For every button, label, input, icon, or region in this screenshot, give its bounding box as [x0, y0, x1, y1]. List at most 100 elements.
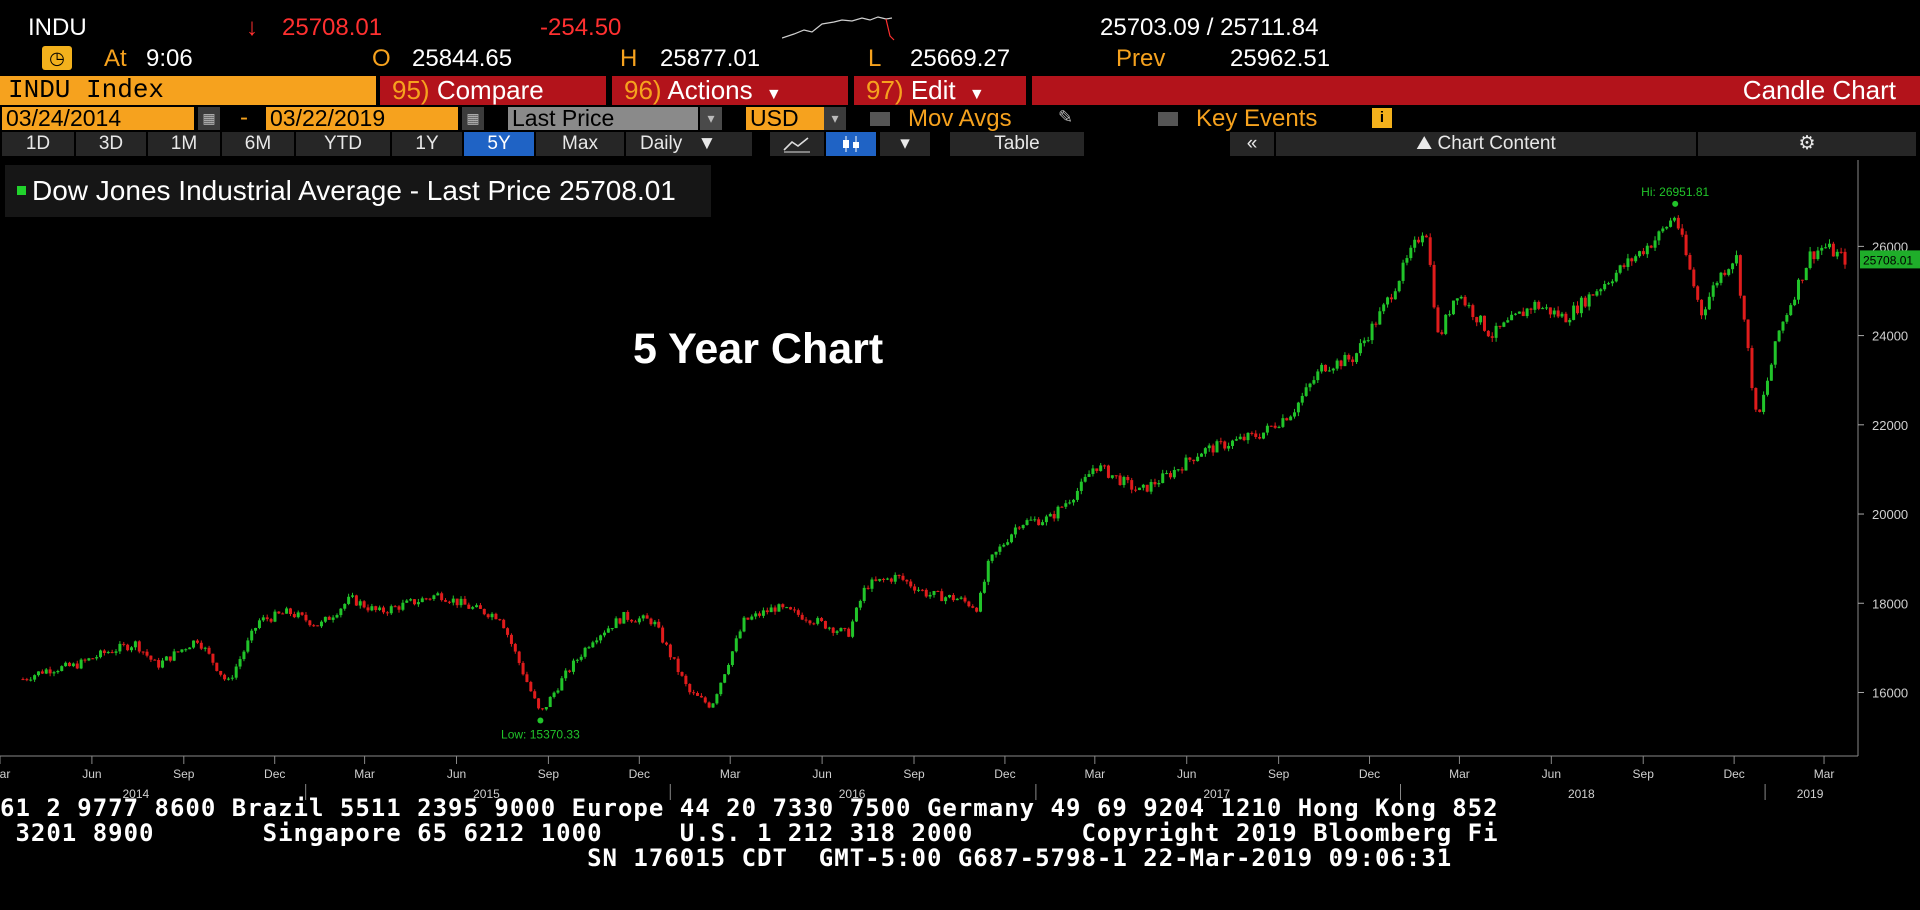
candle-body: [393, 606, 397, 608]
period-button-1m[interactable]: 1M: [148, 132, 220, 156]
candle-body: [835, 631, 839, 633]
mov-avgs-checkbox[interactable]: [870, 112, 890, 126]
chart-legend[interactable]: Dow Jones Industrial Average - Last Pric…: [5, 165, 711, 217]
key-events-checkbox[interactable]: [1158, 112, 1178, 126]
year-label: 2014: [123, 787, 150, 800]
candle-body: [723, 674, 727, 683]
candle-body: [366, 607, 370, 611]
candle-body: [889, 578, 893, 582]
period-button-1d[interactable]: 1D: [2, 132, 74, 156]
candle-body: [599, 635, 603, 641]
pencil-icon[interactable]: ✎: [1058, 107, 1074, 127]
divider: [848, 76, 854, 105]
candle-body: [347, 596, 351, 604]
field-select[interactable]: Last Price: [508, 107, 698, 130]
x-tick-label: Sep: [173, 767, 195, 781]
line-chart-icon[interactable]: [770, 132, 824, 156]
period-button-3d[interactable]: 3D: [76, 132, 146, 156]
compare-number: 95): [392, 75, 430, 105]
legend-swatch: [17, 186, 26, 196]
candle-body: [1087, 474, 1091, 477]
candle-body: [300, 612, 304, 615]
candle-body: [281, 613, 285, 615]
candle-chart-icon[interactable]: [826, 132, 876, 156]
candle-body: [537, 698, 541, 709]
candle-body: [951, 595, 955, 601]
candle-body: [1041, 522, 1045, 526]
year-label: 2018: [1568, 787, 1595, 800]
candle-body: [67, 662, 71, 667]
candle-body: [1118, 475, 1122, 486]
security-field[interactable]: INDU Index: [0, 76, 376, 105]
x-tick-label: Jun: [812, 767, 831, 781]
candle-body: [1044, 516, 1048, 523]
chevron-down-icon[interactable]: ▾: [700, 107, 722, 130]
double-chevron-left-icon[interactable]: «: [1230, 132, 1274, 156]
mov-avgs-label[interactable]: Mov Avgs: [908, 105, 1012, 132]
candle-body: [979, 592, 983, 612]
actions-button[interactable]: 96) Actions ▼: [612, 76, 848, 105]
candle-body: [1630, 258, 1634, 262]
candle-body: [1192, 459, 1196, 462]
candle-body: [1711, 285, 1715, 297]
year-label: 2019: [1797, 787, 1824, 800]
compare-button[interactable]: 95) Compare: [380, 76, 606, 105]
candle-body: [385, 612, 389, 614]
gear-icon[interactable]: ⚙: [1698, 132, 1916, 156]
chevron-down-icon[interactable]: ▾: [880, 132, 930, 156]
candle-body: [843, 628, 847, 630]
end-date-field[interactable]: 03/22/2019: [266, 107, 458, 130]
candle-body: [219, 670, 223, 675]
candle-body: [1432, 264, 1436, 308]
candle-body: [785, 607, 789, 609]
y-tick-label: 22000: [1872, 418, 1908, 433]
currency-select[interactable]: USD: [746, 107, 824, 130]
candle-body: [676, 658, 680, 673]
x-tick-label: Jun: [1542, 767, 1561, 781]
candle-body: [1669, 220, 1673, 227]
year-label: 2017: [1203, 787, 1230, 800]
candle-body: [1339, 360, 1343, 367]
candle-body: [657, 621, 661, 628]
price-chart[interactable]: 160001800020000220002400026000MarJunSepD…: [0, 160, 1920, 800]
chevron-down-icon[interactable]: ▾: [824, 107, 846, 130]
candle-body: [606, 628, 610, 633]
start-date-field[interactable]: 03/24/2014: [2, 107, 194, 130]
calendar-icon[interactable]: ▦: [198, 107, 220, 130]
candle-body: [1556, 310, 1560, 317]
edit-number: 97): [866, 75, 904, 105]
calendar-icon[interactable]: ▦: [462, 107, 484, 130]
candle-body: [1777, 330, 1781, 342]
candle-body: [475, 605, 479, 608]
period-button-6m[interactable]: 6M: [222, 132, 294, 156]
period-button-ytd[interactable]: YTD: [296, 132, 390, 156]
open-price: 25844.65: [412, 45, 513, 72]
high-marker: [1672, 200, 1679, 207]
candle-body: [730, 651, 734, 666]
candle-body: [1603, 284, 1607, 290]
candle-body: [1568, 319, 1572, 323]
candle-body: [637, 618, 641, 623]
candle-body: [99, 650, 103, 658]
period-button-1y[interactable]: 1Y: [392, 132, 462, 156]
candle-body: [21, 679, 25, 681]
edit-button[interactable]: 97) Edit ▼: [854, 76, 1026, 105]
x-tick-label: Mar: [354, 767, 375, 781]
candle-body: [455, 598, 459, 606]
chart-content-button[interactable]: ⛰ Chart Content: [1276, 132, 1696, 156]
key-events-label[interactable]: Key Events: [1196, 105, 1318, 132]
candle-body: [851, 621, 855, 637]
period-button-5y[interactable]: 5Y: [464, 132, 534, 156]
table-button[interactable]: Table: [950, 132, 1084, 156]
candle-body: [1820, 247, 1824, 251]
info-icon[interactable]: i: [1372, 108, 1392, 128]
candle-body: [192, 640, 196, 648]
candle-body: [959, 597, 963, 599]
low-price: 25669.27: [910, 45, 1011, 72]
speedometer-icon[interactable]: ◷: [42, 46, 72, 70]
candle-body: [513, 643, 517, 652]
frequency-select[interactable]: Daily ▼: [626, 132, 752, 156]
candle-body: [1781, 321, 1785, 331]
candle-body: [331, 617, 335, 620]
period-button-max[interactable]: Max: [536, 132, 624, 156]
